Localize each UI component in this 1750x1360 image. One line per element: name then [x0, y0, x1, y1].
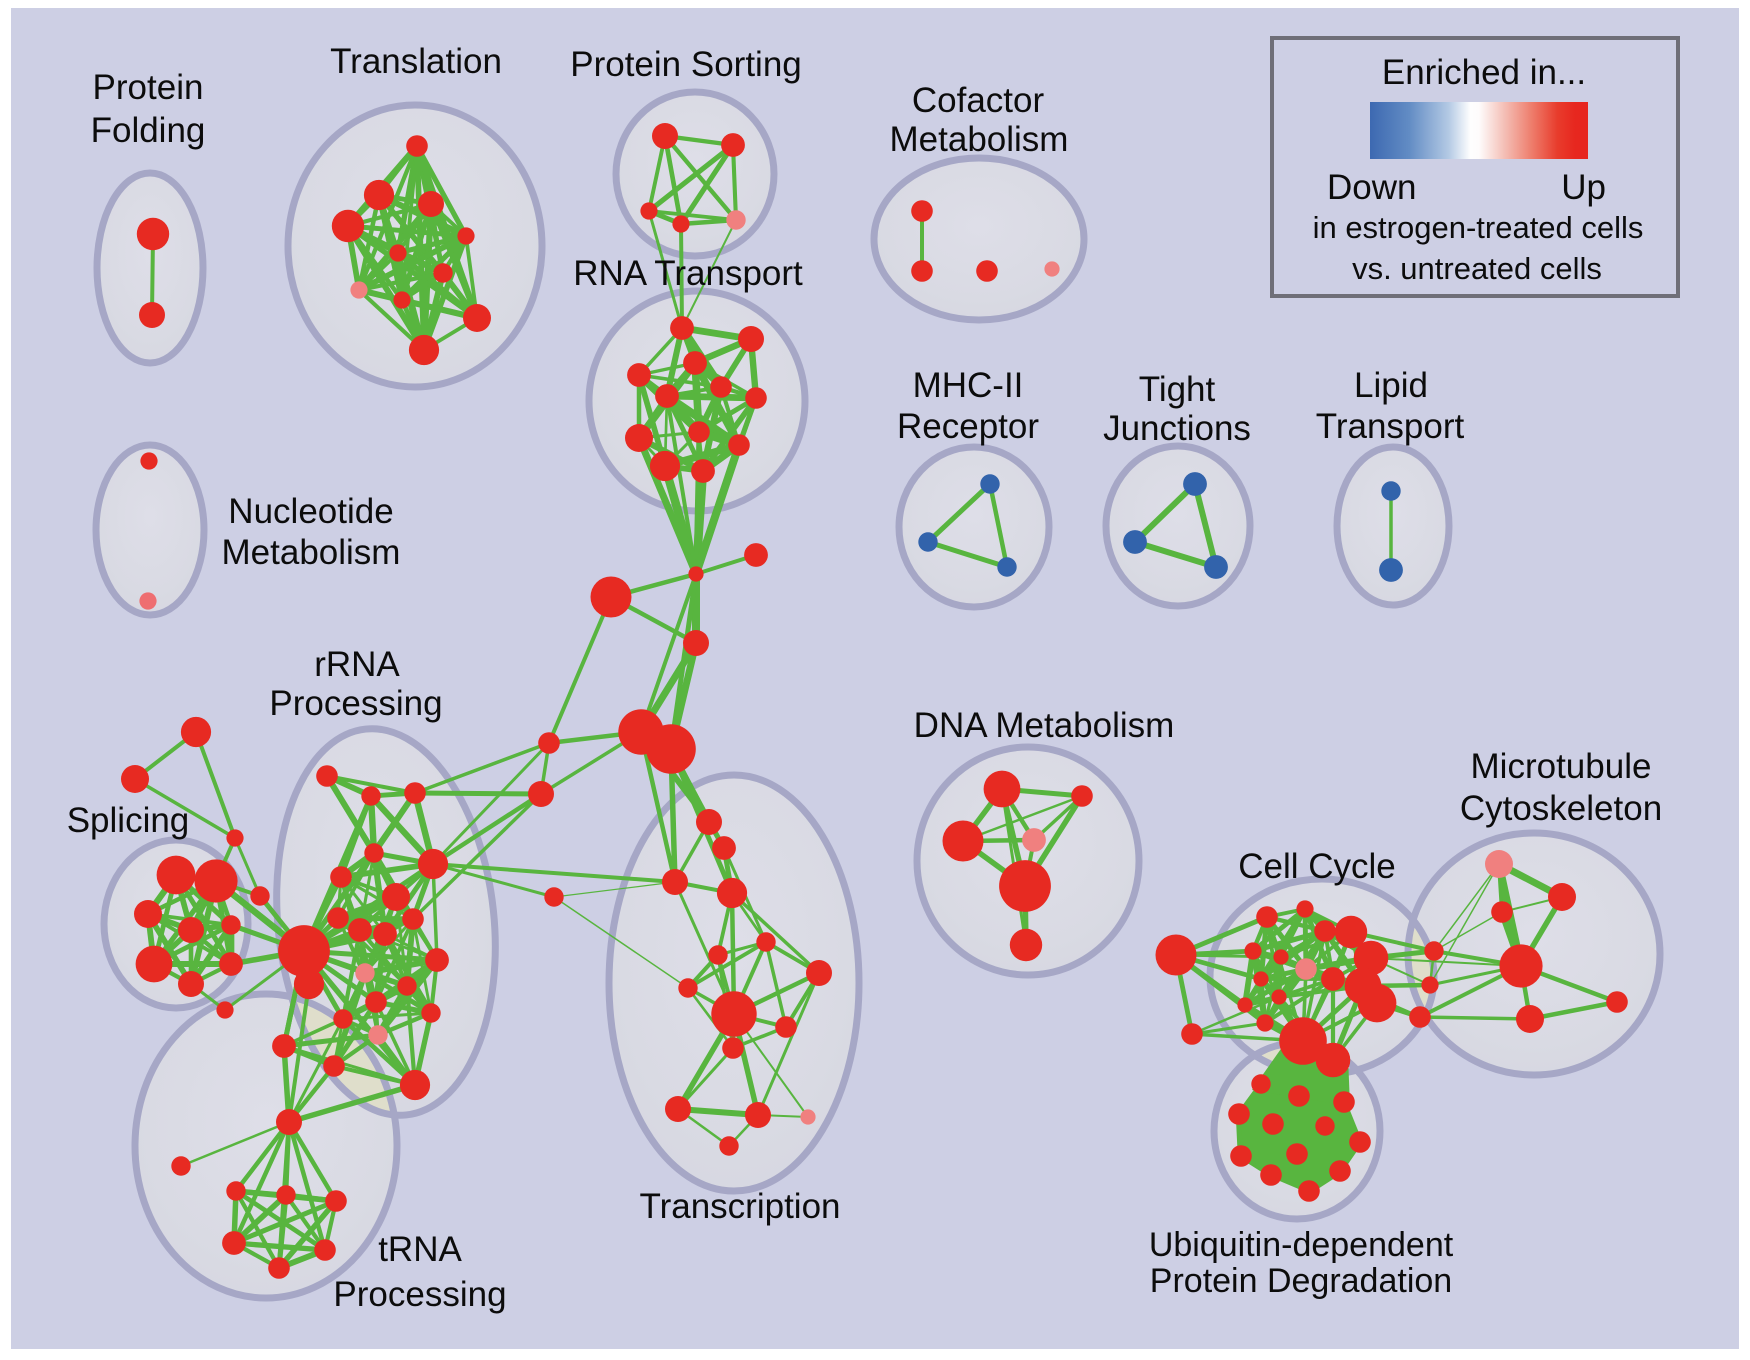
svg-text:Transcription: Transcription: [640, 1187, 841, 1226]
svg-text:tRNA: tRNA: [378, 1230, 462, 1269]
svg-text:DNA Metabolism: DNA Metabolism: [914, 706, 1175, 745]
svg-text:Protein Degradation: Protein Degradation: [1150, 1262, 1452, 1300]
svg-text:Microtubule: Microtubule: [1471, 747, 1652, 786]
svg-text:Protein Sorting: Protein Sorting: [570, 45, 802, 84]
svg-text:Splicing: Splicing: [67, 801, 190, 840]
svg-text:Translation: Translation: [330, 42, 502, 81]
svg-text:Cytoskeleton: Cytoskeleton: [1460, 789, 1662, 828]
svg-text:Transport: Transport: [1316, 407, 1465, 446]
svg-text:Tight: Tight: [1139, 370, 1216, 409]
svg-text:RNA Transport: RNA Transport: [573, 254, 803, 293]
svg-text:Processing: Processing: [333, 1275, 506, 1314]
svg-text:Up: Up: [1561, 168, 1606, 207]
svg-text:Protein: Protein: [93, 68, 204, 107]
svg-text:in estrogen-treated cells: in estrogen-treated cells: [1313, 210, 1644, 245]
svg-text:vs. untreated cells: vs. untreated cells: [1352, 251, 1602, 286]
svg-text:Receptor: Receptor: [897, 407, 1039, 446]
svg-text:Cell Cycle: Cell Cycle: [1238, 847, 1396, 886]
svg-text:rRNA: rRNA: [314, 645, 400, 684]
svg-text:Cofactor: Cofactor: [912, 81, 1045, 120]
svg-text:Nucleotide: Nucleotide: [228, 492, 393, 531]
svg-text:Lipid: Lipid: [1354, 366, 1428, 405]
svg-text:Metabolism: Metabolism: [890, 120, 1069, 159]
svg-text:MHC-II: MHC-II: [913, 366, 1024, 405]
svg-text:Junctions: Junctions: [1103, 409, 1251, 448]
svg-text:Ubiquitin-dependent: Ubiquitin-dependent: [1149, 1226, 1454, 1264]
svg-text:Processing: Processing: [269, 684, 442, 723]
svg-text:Down: Down: [1327, 168, 1416, 207]
svg-text:Enriched in...: Enriched in...: [1382, 53, 1586, 92]
svg-text:Folding: Folding: [91, 111, 206, 150]
svg-text:Metabolism: Metabolism: [222, 533, 401, 572]
